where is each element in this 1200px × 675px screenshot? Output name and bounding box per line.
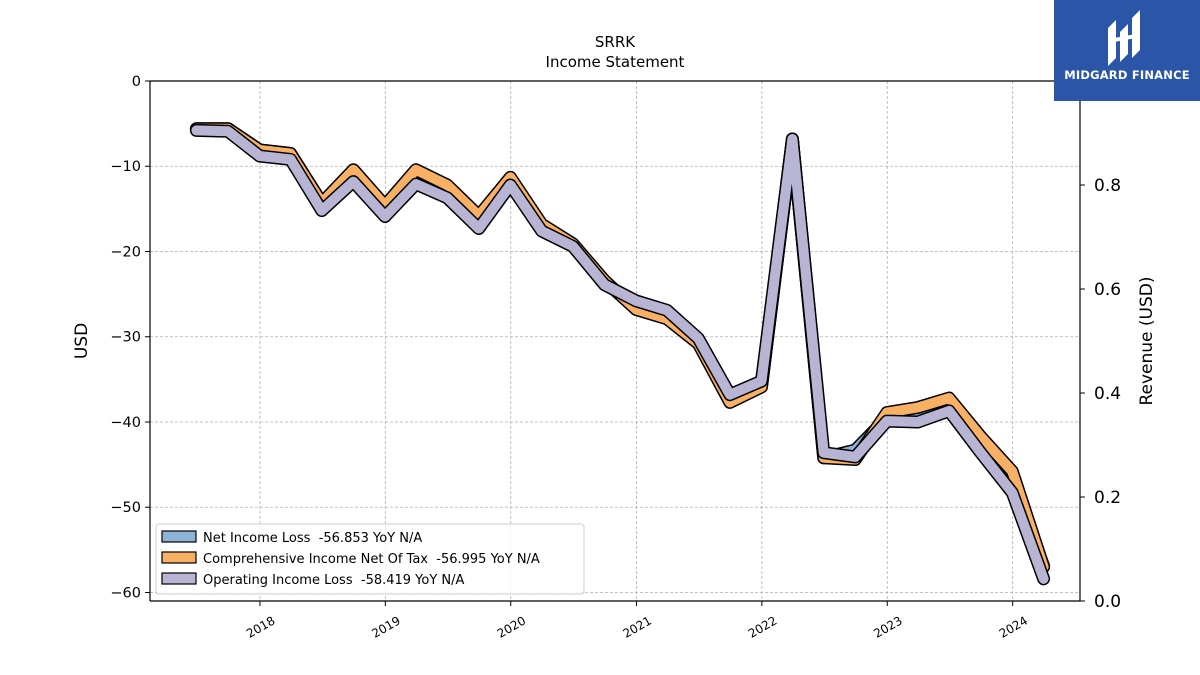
y-axis-right-label: Revenue (USD) bbox=[1137, 276, 1157, 405]
chart-title: SRRK bbox=[595, 33, 636, 51]
x-tick-label: 2024 bbox=[997, 613, 1030, 640]
y-tick-label: −50 bbox=[110, 500, 141, 516]
y-tick-label: 0 bbox=[132, 74, 141, 90]
series-line-comprehensive_income bbox=[191, 123, 1049, 572]
chart-subtitle: Income Statement bbox=[546, 53, 685, 71]
legend-swatch-operating-income bbox=[161, 572, 197, 585]
x-tick-label: 2021 bbox=[621, 613, 654, 640]
x-tick-label: 2023 bbox=[871, 613, 904, 640]
legend-swatch-net-income bbox=[161, 530, 197, 543]
y-tick-label: −60 bbox=[110, 585, 141, 601]
legend-label-operating-income: Operating Income Loss -58.419 YoY N/A bbox=[203, 573, 465, 588]
y-tick-label: −20 bbox=[110, 244, 141, 260]
y-right-tick-label: 0.0 bbox=[1094, 592, 1121, 612]
x-tick-label: 2020 bbox=[495, 613, 528, 640]
y-axis-label: USD bbox=[72, 323, 92, 359]
x-tick-label: 2022 bbox=[746, 613, 779, 640]
y-right-tick-label: 0.2 bbox=[1094, 488, 1121, 508]
logo-text: MIDGARD FINANCE bbox=[1064, 68, 1190, 82]
y-tick-label: −10 bbox=[110, 159, 141, 175]
legend-label-comprehensive-income: Comprehensive Income Net Of Tax -56.995 … bbox=[203, 552, 540, 567]
legend-frame bbox=[155, 523, 585, 595]
y-right-tick-label: 0.6 bbox=[1094, 280, 1121, 300]
y-right-tick-label: 0.8 bbox=[1094, 176, 1121, 196]
x-tick-label: 2019 bbox=[369, 613, 402, 640]
series-layer bbox=[189, 122, 1051, 586]
y-right-tick-label: 0.4 bbox=[1094, 384, 1121, 404]
y-tick-label: −40 bbox=[110, 415, 141, 431]
x-tick-label: 2018 bbox=[244, 613, 277, 640]
legend-swatch-comprehensive-income bbox=[161, 551, 197, 564]
midgard-finance-logo: MIDGARD FINANCE bbox=[1054, 0, 1200, 101]
legend-label-net-income: Net Income Loss -56.853 YoY N/A bbox=[203, 531, 422, 546]
midgard-logo-icon bbox=[1108, 10, 1140, 66]
series-line-operating_income bbox=[191, 125, 1049, 584]
legend: Net Income Loss -56.853 YoY N/A Comprehe… bbox=[155, 523, 585, 595]
y-tick-label: −30 bbox=[110, 330, 141, 346]
